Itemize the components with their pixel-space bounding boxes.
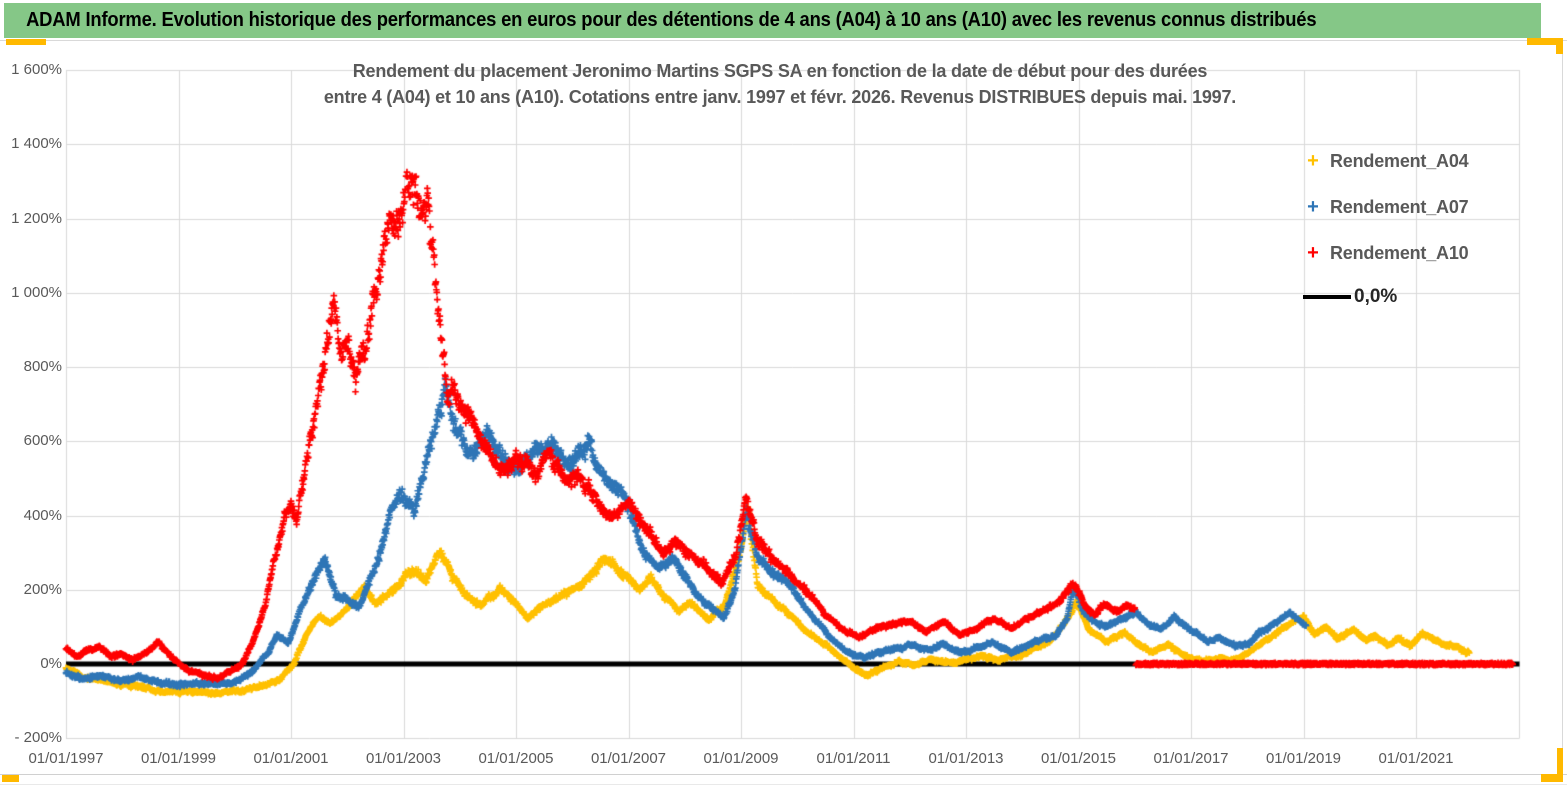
x-axis-tick-label: 01/01/2005: [478, 750, 554, 767]
y-axis-tick-label: - 200%: [14, 729, 62, 747]
chart-title-line2: entre 4 (A04) et 10 ans (A10). Cotations…: [323, 87, 1237, 107]
legend-label: Rendement_A10: [1330, 242, 1469, 263]
y-axis-tick-label: 1 200%: [11, 209, 62, 227]
y-axis-tick-label: 1 400%: [11, 135, 62, 153]
selection-handle-bottom-right-v: [1557, 748, 1563, 776]
banner: ADAM Informe. Evolution historique des p…: [4, 3, 1541, 38]
selection-handle-top-right-v: [1556, 38, 1563, 54]
x-axis-tick-label: 01/01/2011: [816, 750, 891, 767]
top-divider: [0, 40, 1567, 41]
chart-title-line1: Rendement du placement Jeronimo Martins …: [352, 61, 1208, 81]
legend-item-rendement-a04[interactable]: + Rendement_A04: [1296, 147, 1468, 175]
selection-handle-bottom-left: [2, 775, 19, 782]
x-axis-tick-label: 01/01/2001: [253, 750, 329, 767]
x-axis-tick-label: 01/01/2019: [1265, 750, 1342, 767]
x-axis-tick-label: 01/01/1999: [140, 750, 217, 767]
legend-item-rendement-a10[interactable]: + Rendement_A10: [1296, 239, 1468, 267]
right-divider: [1562, 40, 1563, 775]
legend-label: 0,0%: [1354, 286, 1398, 307]
selection-handle-top-left: [6, 39, 46, 45]
plus-marker-icon: +: [1307, 196, 1319, 218]
y-axis-tick-label: 800%: [23, 358, 62, 376]
y-axis-tick-label: 1 000%: [11, 283, 62, 301]
y-axis-tick-label: 600%: [23, 432, 62, 450]
y-axis-tick-label: 200%: [23, 580, 62, 598]
x-axis-tick-label: 01/01/2013: [928, 750, 1004, 767]
y-axis-tick-label: 0%: [40, 655, 62, 672]
selection-handle-bottom-right: [1541, 774, 1563, 782]
legend-item-rendement-a07[interactable]: + Rendement_A07: [1296, 193, 1468, 221]
x-axis-tick-label: 01/01/2015: [1040, 750, 1117, 767]
banner-title: ADAM Informe. Evolution historique des p…: [26, 9, 1317, 31]
y-axis-tick-label: 400%: [23, 506, 62, 524]
x-axis-tick-label: 01/01/2003: [365, 750, 442, 767]
legend-label: Rendement_A07: [1330, 196, 1469, 217]
x-axis-tick-label: 01/01/2007: [590, 750, 667, 767]
x-axis-tick-label: 01/01/2017: [1153, 750, 1229, 767]
x-axis-tick-label: 01/01/2009: [703, 750, 779, 767]
legend-item-zero-line[interactable]: 0,0%: [1296, 283, 1397, 311]
plus-marker-icon: +: [1307, 242, 1319, 264]
x-axis-tick-label: 01/01/2021: [1378, 750, 1454, 767]
selection-handle-top-right: [1527, 38, 1563, 45]
x-axis-tick-label: 01/01/1997: [28, 750, 104, 767]
zero-line-swatch-icon: [1303, 295, 1351, 299]
y-axis-tick-label: 1 600%: [11, 61, 62, 79]
bottom-divider: [0, 774, 1567, 775]
legend-label: Rendement_A04: [1330, 150, 1469, 171]
bottom-divider-2: [0, 784, 1567, 785]
plus-marker-icon: +: [1307, 150, 1319, 172]
